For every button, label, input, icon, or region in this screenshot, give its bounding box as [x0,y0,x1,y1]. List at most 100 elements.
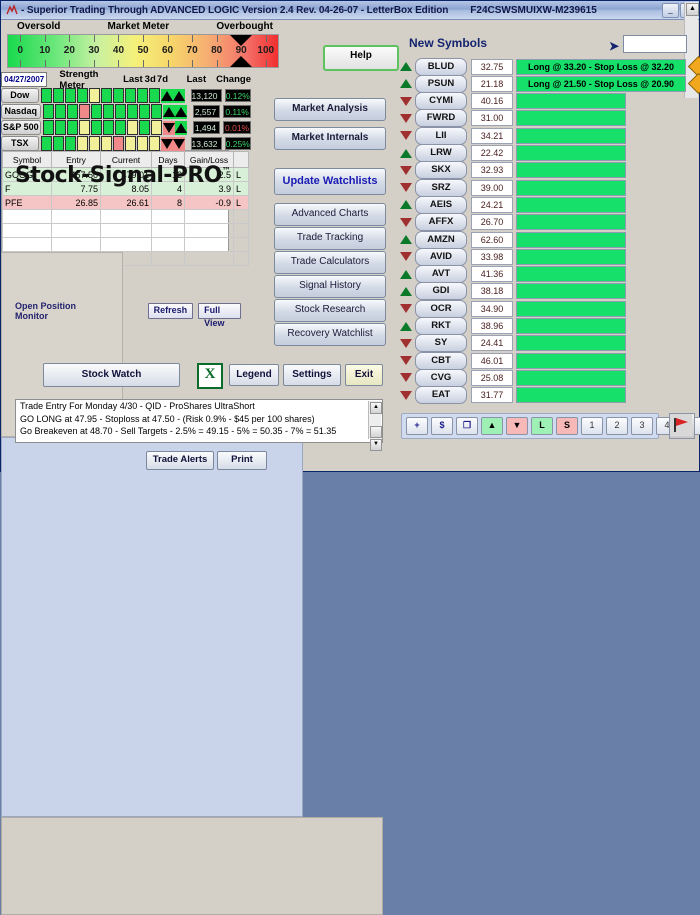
signal-bar[interactable] [516,248,626,265]
excel-export-icon[interactable]: X [197,363,223,389]
stock-watch-button[interactable]: Stock Watch [43,363,180,387]
toolbar-button-3[interactable]: 3 [631,417,653,435]
signal-bar[interactable] [516,387,626,404]
table-row-empty[interactable] [2,223,249,238]
toolbar-button-S[interactable]: S [556,417,578,435]
text-scrollbar[interactable]: ▲ ▼ [368,401,382,451]
symbol-button[interactable]: AVID [415,247,467,266]
signal-bar[interactable] [516,300,626,317]
signal-bar[interactable]: Long @ 21.50 - Stop Loss @ 20.90 [516,75,686,92]
watchlist-row[interactable]: EAT 31.77 [399,386,626,405]
watchlist-row[interactable]: RKT 38.96 [399,317,626,336]
strength-index-name[interactable]: S&P 500 [1,120,41,135]
signal-bar[interactable] [516,335,626,352]
table-row[interactable]: PFE 26.85 26.61 8 -0.9 L [2,195,249,210]
signal-bar[interactable] [516,231,626,248]
strength-index-name[interactable]: Dow [1,88,39,103]
symbol-button[interactable]: GDI [415,282,467,301]
signal-bar[interactable] [516,127,626,144]
table-row-empty[interactable] [2,237,249,252]
watchlist-row[interactable]: BLUD 32.75 Long @ 33.20 - Stop Loss @ 32.2… [399,55,700,78]
scroll-up-button[interactable]: ▲ [686,3,699,16]
watchlist-row[interactable]: LII 34.21 [399,126,626,145]
signal-bar[interactable] [516,266,626,283]
symbol-button[interactable]: CVG [415,368,467,387]
table-row[interactable]: F 7.75 8.05 4 3.9 L [2,181,249,196]
market-internals-button[interactable]: Market Internals [274,127,386,150]
watchlist-row[interactable]: CVG 25.08 [399,368,626,387]
signal-bar[interactable] [516,110,626,127]
symbol-button[interactable]: EAT [415,386,467,405]
symbol-button[interactable]: SKX [415,161,467,180]
menu-button-signal-history[interactable]: Signal History [274,275,386,298]
menu-button-trade-tracking[interactable]: Trade Tracking [274,227,386,250]
toolbar-button-2[interactable]: 2 [606,417,628,435]
text-scroll-down-button[interactable]: ▼ [370,439,382,451]
column-header[interactable]: Days [151,151,185,168]
signal-bar[interactable] [516,145,626,161]
signal-bar[interactable]: Long @ 33.20 - Stop Loss @ 32.20 [516,58,686,75]
watchlist-row[interactable]: FWRD 31.00 [399,109,626,128]
symbol-button[interactable]: SRZ [415,178,467,197]
column-header[interactable]: Entry [51,151,101,168]
market-analysis-button[interactable]: Market Analysis [274,98,386,121]
symbol-button[interactable]: PSUN [415,74,467,93]
text-scroll-up-button[interactable]: ▲ [370,402,382,414]
legend-button[interactable]: Legend [229,364,279,386]
watchlist-row[interactable]: AFFX 26.70 [399,213,626,232]
toolbar-button-x[interactable]: ▼ [506,417,528,435]
symbol-button[interactable]: AFFX [415,213,467,232]
update-watchlists-button[interactable]: Update Watchlists [274,168,386,195]
symbol-button[interactable]: BLUD [415,57,467,76]
print-button[interactable]: Print [217,451,267,470]
toolbar-button-x[interactable]: ❐ [456,417,478,435]
new-symbol-input[interactable] [623,35,687,53]
watchlist-row[interactable]: AEIS 24.21 [399,195,626,214]
symbol-button[interactable]: CBT [415,351,467,370]
strength-index-name[interactable]: TSX [1,136,39,151]
exit-button[interactable]: Exit [345,364,383,386]
menu-button-advanced-charts[interactable]: Advanced Charts [274,203,386,226]
watchlist-row[interactable]: OCR 34.90 [399,299,626,318]
toolbar-button-x[interactable]: $ [431,417,453,435]
column-header[interactable] [233,151,249,168]
watchlist-row[interactable]: GDI 38.18 [399,282,626,301]
table-row[interactable]: GOOG 467.50 479.01 12 2.5 L [2,167,249,182]
symbol-button[interactable]: AEIS [415,195,467,214]
flag-button[interactable] [669,413,695,439]
table-row-empty[interactable] [2,209,249,224]
watchlist-row[interactable]: SKX 32.93 [399,161,626,180]
trade-entry-text-area[interactable]: Trade Entry For Monday 4/30 - QID - ProS… [15,399,383,451]
symbol-button[interactable]: AMZN [415,230,467,249]
toolbar-button-1[interactable]: 1 [581,417,603,435]
symbol-button[interactable]: AVT [415,265,467,284]
signal-bar[interactable] [516,352,626,369]
symbol-button[interactable]: CYMI [415,92,467,111]
symbol-button[interactable]: LII [415,126,467,145]
symbol-button[interactable]: RKT [415,317,467,335]
watchlist-row[interactable]: SY 24.41 [399,334,626,353]
symbol-button[interactable]: FWRD [415,109,467,128]
refresh-button[interactable]: Refresh [147,303,194,319]
toolbar-button-x[interactable]: + [406,417,428,435]
strength-index-name[interactable]: Nasdaq [1,104,41,119]
full-view-button[interactable]: Full View [198,303,241,328]
trade-alerts-button[interactable]: Trade Alerts [146,451,214,470]
watchlist-row[interactable]: CYMI 40.16 [399,92,626,111]
signal-bar[interactable] [516,214,626,231]
watchlist-row[interactable]: AVT 41.36 [399,265,626,284]
watchlist-row[interactable]: SRZ 39.00 [399,178,626,197]
toolbar-button-x[interactable]: ▲ [481,417,503,435]
watchlist-row[interactable]: LRW 22.42 [399,144,626,163]
symbol-button[interactable]: LRW [415,144,467,162]
symbol-button[interactable]: OCR [415,299,467,318]
signal-bar[interactable] [516,283,626,300]
watchlist-row[interactable]: CBT 46.01 [399,351,626,370]
minimize-button[interactable]: _ [662,2,679,18]
signal-bar[interactable] [516,93,626,110]
watchlist-row[interactable]: PSUN 21.18 Long @ 21.50 - Stop Loss @ 20.9… [399,73,700,95]
column-header[interactable]: Gain/Loss [184,151,234,168]
column-header[interactable]: Current [100,151,152,168]
watchlist-row[interactable]: AVID 33.98 [399,247,626,266]
toolbar-button-L[interactable]: L [531,417,553,435]
